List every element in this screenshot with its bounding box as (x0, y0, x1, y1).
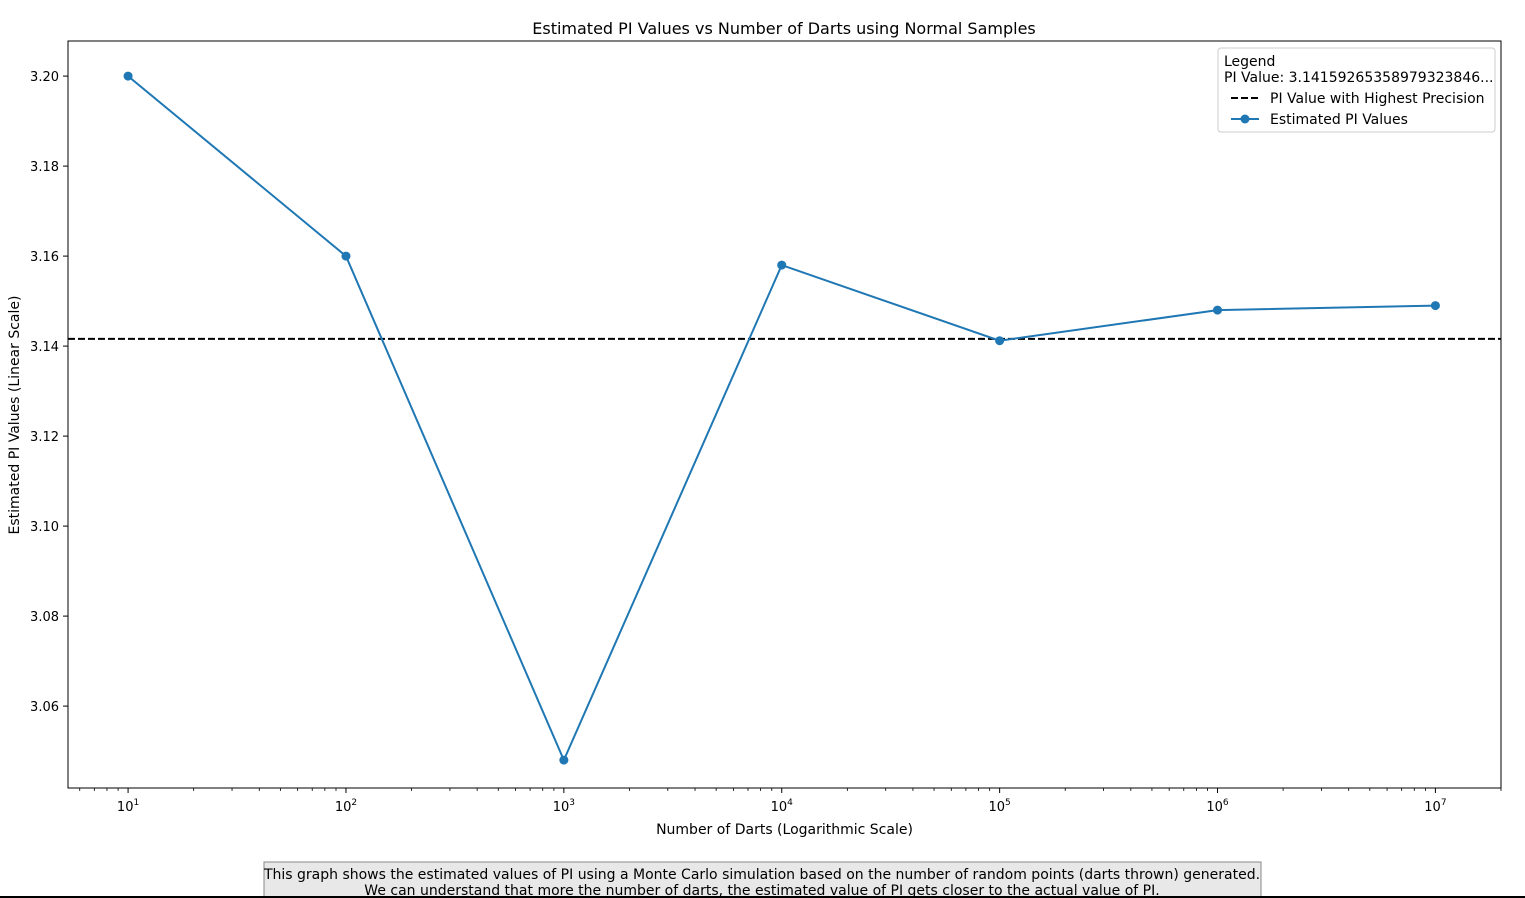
y-axis-label: Estimated PI Values (Linear Scale) (7, 296, 23, 535)
x-tick-label: 106 (1206, 798, 1229, 815)
legend-entry-reference: PI Value with Highest Precision (1270, 91, 1485, 107)
y-tick-label: 3.06 (30, 700, 59, 715)
caption-line-2: We can understand that more the number o… (364, 883, 1159, 898)
caption-background (263, 861, 1262, 898)
legend-box (1217, 47, 1496, 133)
x-tick-label: 107 (1424, 798, 1446, 815)
data-point (995, 336, 1005, 346)
legend-subtitle: PI Value: 3.14159265358979323846... (1224, 70, 1494, 86)
caption-box: This graph shows the estimated values of… (263, 861, 1262, 898)
x-tick-label: 102 (335, 798, 357, 815)
x-tick-label: 103 (553, 798, 575, 815)
x-tick-label: 105 (988, 798, 1010, 815)
legend-series-marker (1240, 114, 1250, 124)
x-axis-label: Number of Darts (Logarithmic Scale) (656, 822, 913, 838)
y-tick-label: 3.12 (30, 430, 59, 445)
x-tick-label: 101 (117, 798, 139, 815)
data-point (341, 251, 351, 261)
legend-entry-series: Estimated PI Values (1270, 112, 1408, 128)
y-tick-label: 3.18 (30, 160, 59, 175)
y-tick-label: 3.20 (30, 70, 59, 85)
data-point (1430, 301, 1440, 311)
data-point (1213, 305, 1223, 315)
y-tick-label: 3.10 (30, 520, 59, 535)
plot-frame (67, 40, 1502, 789)
y-tick-label: 3.16 (30, 250, 59, 265)
data-point (123, 71, 133, 81)
data-point (777, 260, 787, 270)
plot-area: 3.06 3.08 3.10 3.12 3.14 3.16 3.18 3.20 101 102 10… (30, 70, 1502, 815)
y-tick-label: 3.14 (30, 340, 59, 355)
series-line-estimated-pi (127, 75, 1436, 763)
y-tick-label: 3.08 (30, 610, 59, 625)
data-point (559, 755, 569, 765)
caption-line-1: This graph shows the estimated values of… (263, 867, 1260, 883)
chart-title: Estimated PI Values vs Number of Darts u… (532, 19, 1036, 38)
legend: Legend PI Value: 3.14159265358979323846.… (1217, 47, 1496, 133)
x-tick-label: 104 (771, 798, 794, 815)
legend-title: Legend (1224, 54, 1275, 70)
